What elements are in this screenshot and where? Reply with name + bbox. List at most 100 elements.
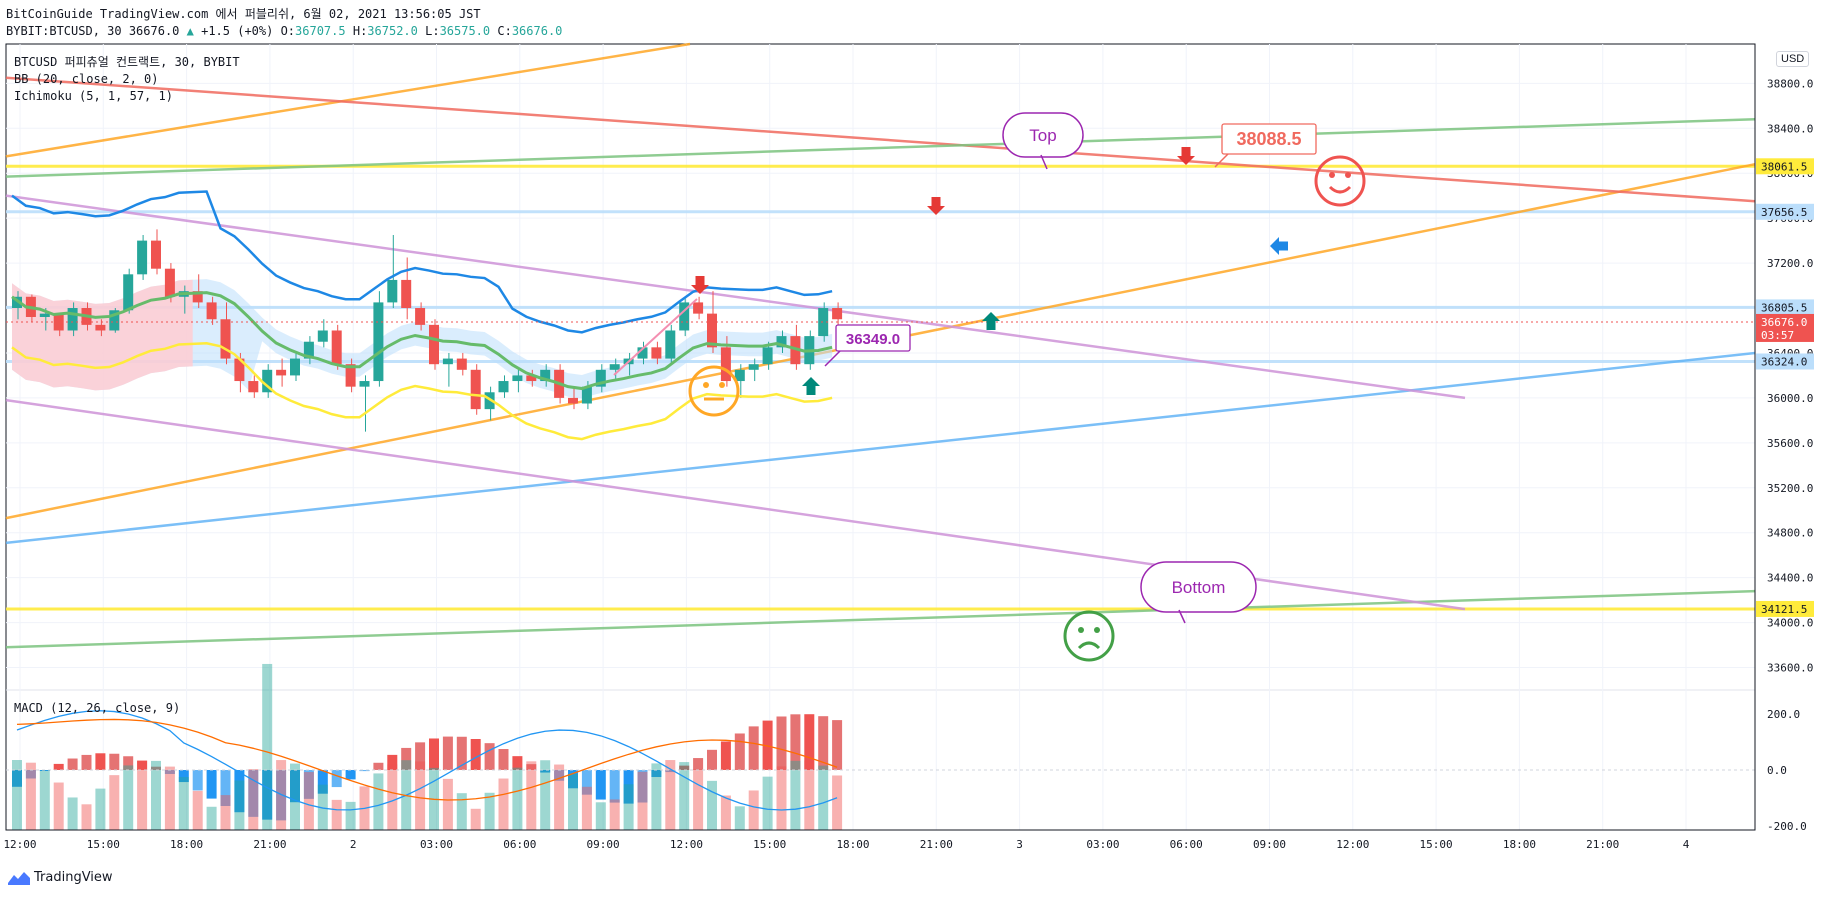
candle-body [95, 324, 106, 331]
macd-histogram-bar [276, 770, 287, 821]
legend-macd: MACD (12, 26, close, 9) [14, 701, 181, 715]
time-tick-label: 18:00 [836, 838, 869, 851]
time-tick-label: 03:00 [420, 838, 453, 851]
candle-body [540, 369, 551, 382]
macd-histogram-bar [693, 758, 704, 770]
ichimoku-lag-line [11, 341, 833, 441]
legend-bb: BB (20, close, 2, 0) [14, 72, 159, 86]
candle-body [359, 381, 370, 387]
candle-body [290, 358, 300, 376]
ichimoku-cloud [12, 279, 833, 399]
low-value: 36575.0 [439, 24, 491, 38]
macd-histogram-bar [109, 753, 120, 770]
volume-bar [665, 760, 676, 830]
volume-bar [25, 762, 36, 830]
time-tick-label: 15:00 [753, 838, 786, 851]
volume-bar [568, 773, 578, 830]
time-tick-label: 15:00 [1420, 838, 1453, 851]
macd-histogram-bar [12, 770, 22, 787]
volume-bar [554, 764, 565, 830]
macd-histogram-bar [234, 770, 245, 813]
smiley-dizzy-icon [1063, 610, 1115, 662]
macd-histogram-bar [178, 770, 189, 783]
volume-bar [762, 776, 773, 830]
candle-body [123, 274, 134, 311]
trendline-green-upper [5, 118, 1756, 178]
volume-bar [484, 792, 495, 830]
time-tick-label: 21:00 [253, 838, 286, 851]
price-label-text: 34121.5 [1761, 603, 1807, 616]
volume-bar [470, 808, 481, 830]
candle-body [595, 369, 606, 387]
candle-body [693, 302, 704, 314]
volume-bar [734, 806, 745, 830]
ohlc-row: BYBIT:BTCUSD, 30 36676.0 ▲ +1.5 (+0%) O:… [6, 24, 562, 39]
volume-bar [693, 769, 704, 830]
volume-bar [373, 773, 384, 830]
macd-histogram-bar [720, 741, 731, 770]
volume-bar [526, 761, 537, 830]
high-label: H: [352, 24, 368, 38]
volume-bar [623, 784, 634, 830]
time-tick-label: 21:00 [1586, 838, 1619, 851]
tradingview-logo[interactable]: TradingView [8, 870, 113, 885]
top-bubble-shape [1002, 112, 1084, 158]
up-arrow-icon: ▲ [186, 24, 194, 38]
currency-button[interactable]: USD [1776, 51, 1810, 67]
volume-bar [818, 765, 829, 830]
macd-histogram-bar [456, 736, 467, 770]
candle-body [137, 240, 148, 275]
open-value: 36707.5 [295, 24, 346, 38]
price-label-text: 37656.5 [1761, 206, 1807, 219]
candle-body [206, 302, 217, 320]
candle-body [832, 308, 843, 320]
candle-body [442, 358, 453, 365]
volume-bar [248, 769, 259, 830]
macd-histogram-bar [345, 770, 356, 780]
macd-histogram-bar [665, 770, 676, 773]
macd-tick-label: 0.0 [1767, 764, 1787, 777]
time-tick-label: 15:00 [87, 838, 120, 851]
smiley-neutral-icon [688, 365, 740, 417]
volume-bar [192, 790, 203, 830]
price-label-text: 36324.0 [1761, 355, 1807, 368]
bottom-bubble: Bottom [1140, 561, 1257, 624]
macd-histogram-bar [151, 766, 161, 770]
macd-histogram-bar [623, 770, 634, 804]
candle-body [512, 375, 523, 382]
volume-bar [331, 799, 342, 830]
price-tag-36349: 36349.0 [835, 324, 911, 352]
macd-histogram-bar [401, 747, 412, 770]
trendline-red [5, 76, 1756, 203]
time-tick-label: 18:00 [1503, 838, 1536, 851]
macd-histogram-bar [790, 714, 801, 770]
up-arrow-icon [802, 377, 820, 395]
candle-body [53, 313, 64, 331]
price-label-box [1756, 353, 1814, 370]
volume-bar [317, 784, 328, 830]
macd-histogram-bar [164, 770, 175, 774]
macd-histogram-bar [192, 770, 203, 791]
price-tick-label: 34800.0 [1767, 527, 1813, 540]
time-tick-label: 12:00 [670, 838, 703, 851]
down-arrow-icon [927, 197, 945, 215]
volume-bar [220, 795, 231, 830]
candle-body [262, 369, 273, 393]
macd-histogram-bar [609, 770, 620, 803]
price-tick-label: 35600.0 [1767, 437, 1813, 450]
up-arrow-icon [982, 312, 1000, 330]
volume-bar [67, 797, 78, 830]
macd-histogram-bar [637, 770, 648, 803]
macd-histogram-bar [429, 738, 439, 770]
time-tick-label: 12:00 [3, 838, 36, 851]
candle-body [331, 330, 342, 365]
macd-histogram-bar [512, 756, 523, 770]
publish-info: BitCoinGuide TradingView.com 에서 퍼블리쉬, 6월… [6, 7, 481, 21]
macd-histogram-bar [554, 770, 565, 781]
price-label-box [1756, 203, 1814, 220]
volume-bar [53, 782, 64, 830]
volume-bar [748, 790, 759, 830]
candle-body [526, 375, 537, 382]
macd-histogram-bar [734, 733, 745, 770]
